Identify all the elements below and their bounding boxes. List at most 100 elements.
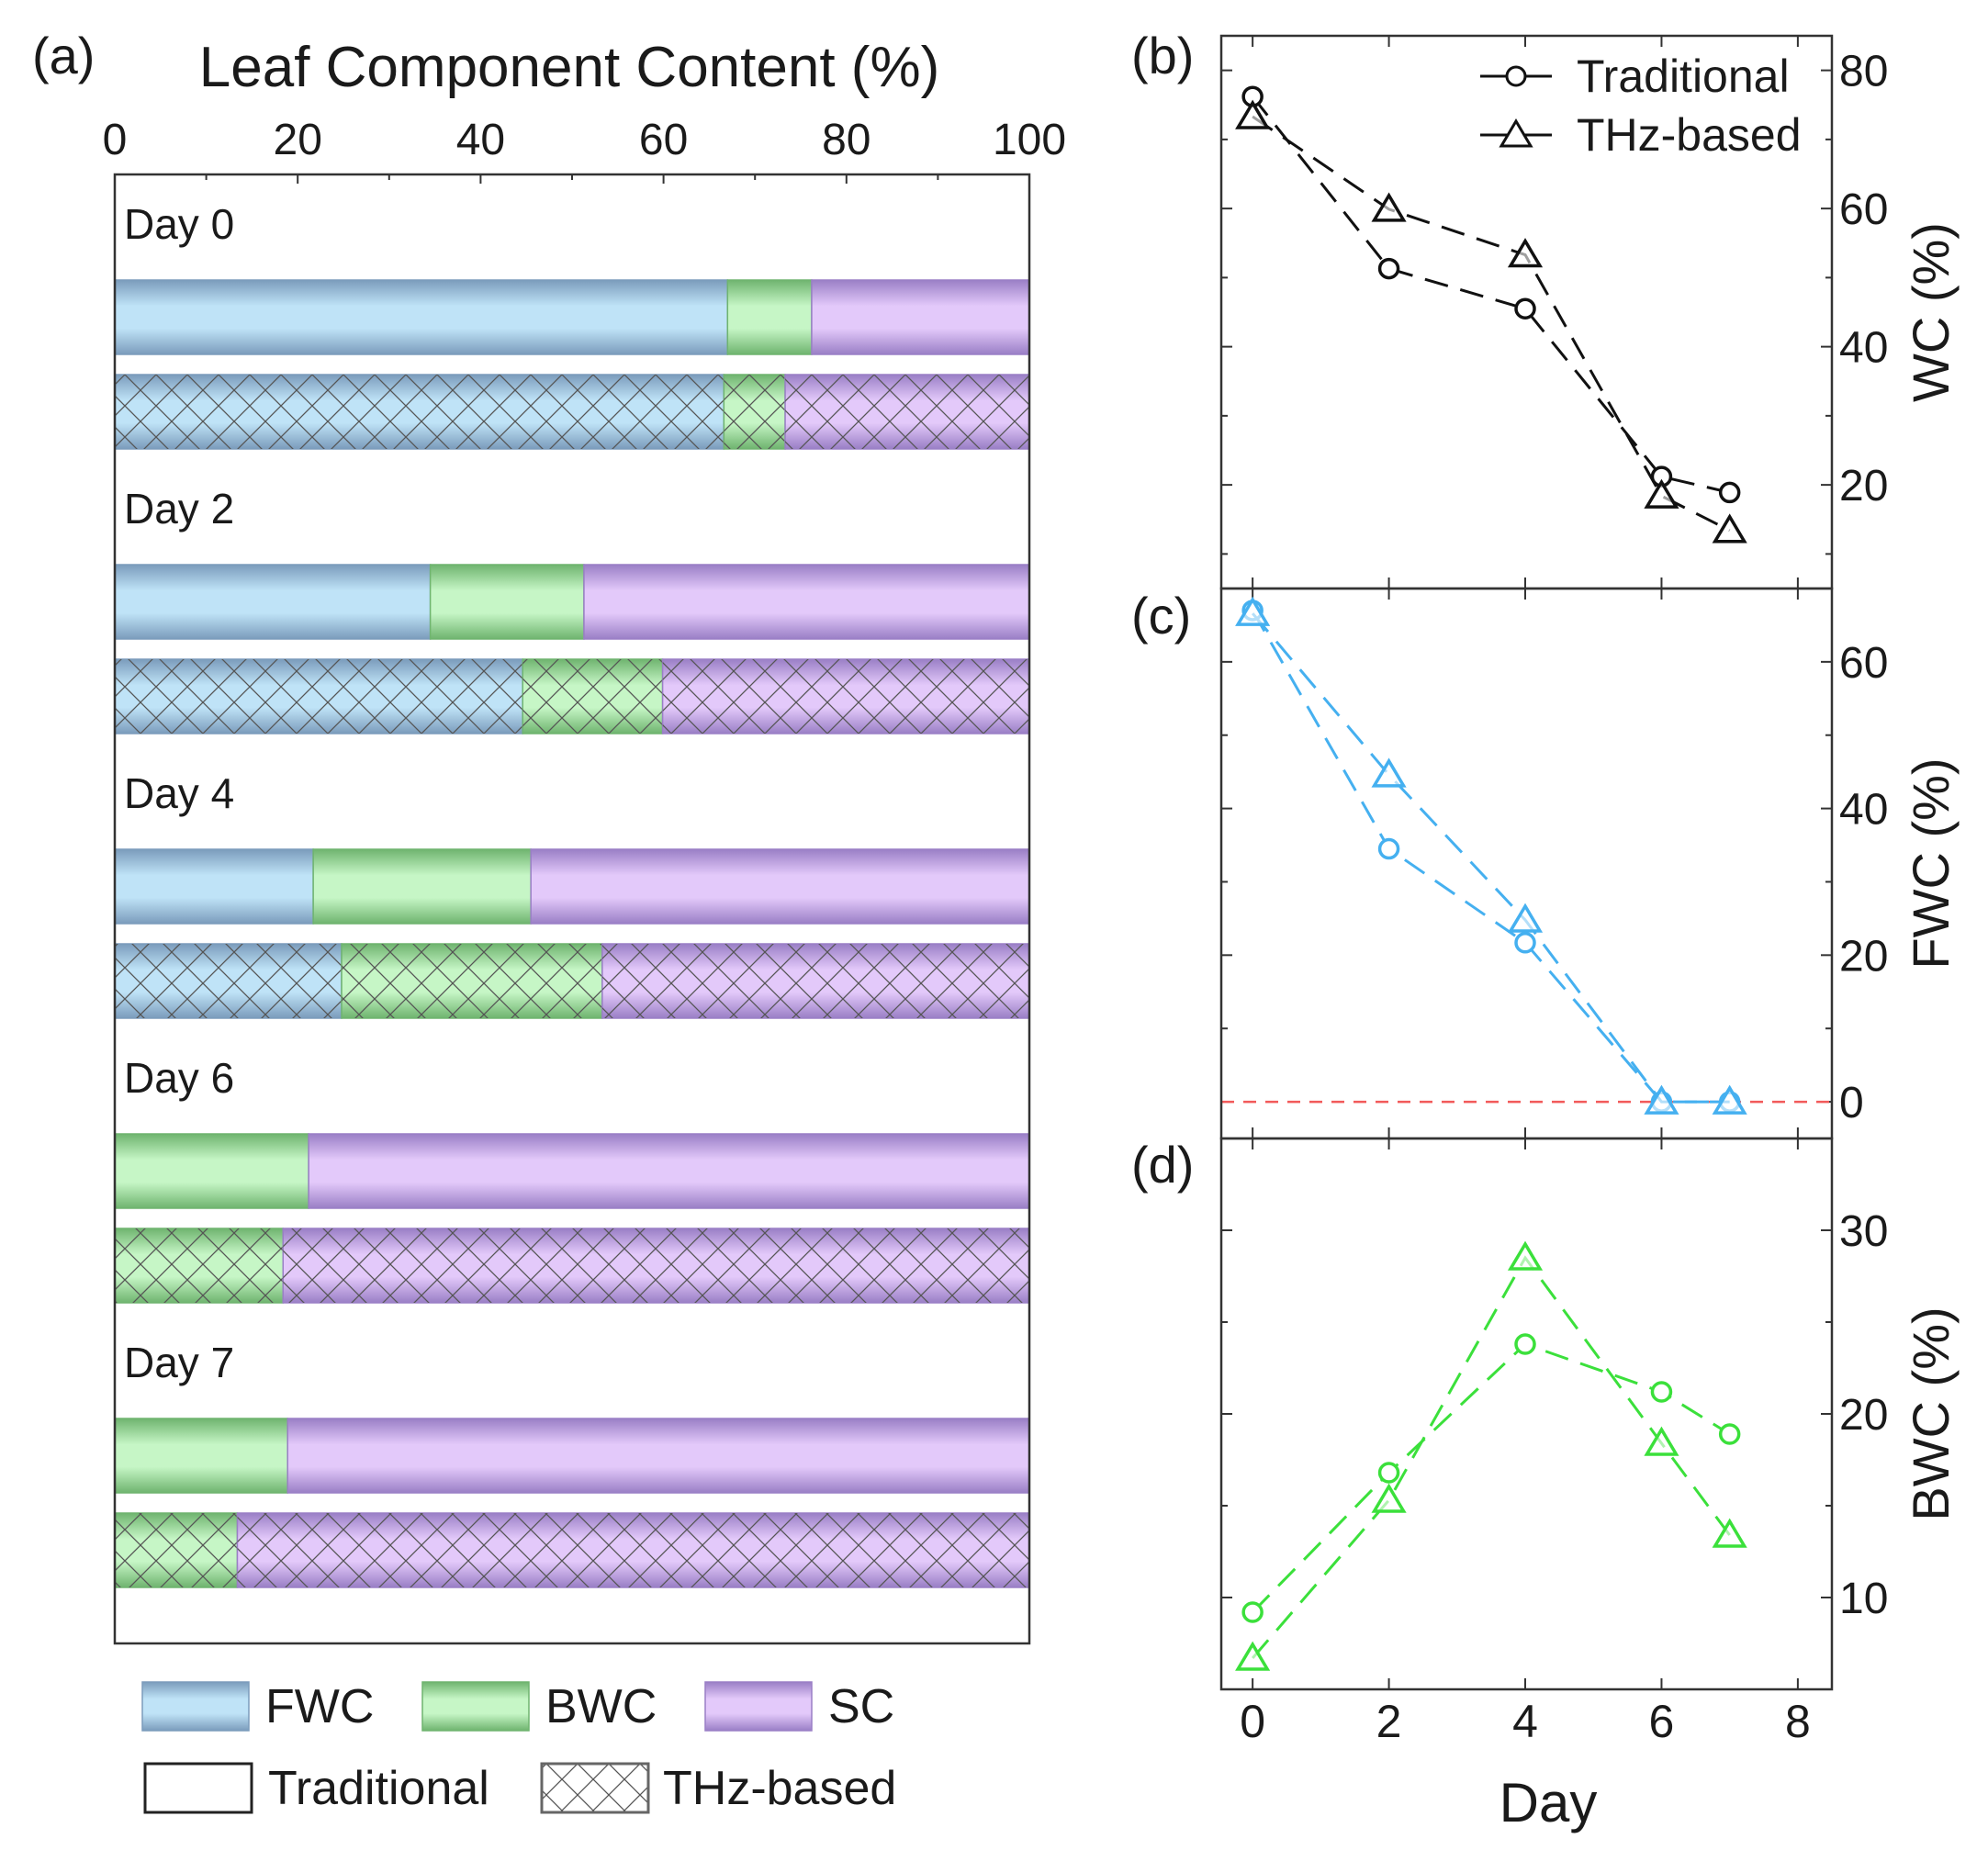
bar-bwc-traditional [726,279,813,355]
legend-a: FWC BWC SC Traditional THz-based [141,1680,896,1815]
panel-label: (b) [1131,27,1194,84]
day-label: Day 0 [124,200,234,248]
data-point-circle [1514,297,1536,320]
bar-fwc-traditional [114,279,729,355]
data-point-circle [1514,932,1536,954]
y-tick-label: 20 [1839,1391,1888,1440]
series-line-thz-based [1252,1255,1731,1659]
bar-bwc-traditional [312,848,532,925]
y-tick-label: 40 [1839,324,1888,373]
legend-label: SC [828,1680,894,1733]
x-tick-label: 0 [103,116,128,164]
data-point-triangle [1644,1426,1679,1456]
legend-swatch-traditional [143,1762,253,1814]
data-point-triangle [1507,1240,1544,1271]
legend-label: FWC [265,1680,374,1733]
bar-hatch-overlay [237,1513,1029,1587]
panel-a-stacked-bar-chart: (a) Leaf Component Content (%) 0 20 40 60 80 10… [32,27,1066,1815]
panel-c-fwc-line-chart: (c) 0 20 40 60 FWC (%) [1131,587,1960,1140]
data-point-triangle [1371,757,1407,788]
data-point-circle [1514,1333,1536,1355]
data-point-triangle [1235,596,1271,626]
y-axis-title: BWC (%) [1902,1306,1960,1520]
chart-title: Leaf Component Content (%) [199,36,939,99]
legend-marker-triangle [1499,118,1533,148]
x-tick-label: 2 [1376,1696,1402,1747]
data-point-triangle [1644,478,1679,509]
y-axis-title: FWC (%) [1902,757,1960,969]
legend-swatch-fwc [141,1681,250,1732]
legend-label: BWC [545,1680,657,1733]
panel-label: (d) [1131,1136,1194,1194]
bar-sc-traditional [530,848,1030,925]
legend-swatch-thz-based [540,1762,650,1814]
plot-frame [1219,1137,1834,1691]
legend-swatch-bwc [421,1681,530,1732]
legend-b: Traditional THz-based [1480,50,1802,161]
data-point-circle [1377,257,1400,280]
series-line-thz-based [1251,612,1730,1104]
legend-label: Traditional [1577,50,1790,102]
bar-fwc-traditional [114,848,314,925]
panel-label: (c) [1131,587,1191,645]
bar-hatch-overlay [522,659,663,734]
legend-swatch-sc [704,1681,813,1732]
x-tick-label: 100 [993,116,1066,164]
data-point-triangle [1371,1483,1407,1513]
legend-label: THz-based [1577,109,1802,161]
panel-label: (a) [32,27,95,84]
bar-fwc-traditional [114,564,432,640]
panel-b-wc-line-chart: (b) 20 40 60 80 WC (%) Traditional THz-based [1131,27,1960,590]
plot-frame [1219,587,1834,1140]
bar-hatch-overlay [342,944,602,1018]
y-tick-label: 60 [1839,639,1888,688]
day-label: Day 4 [124,769,234,817]
bar-bwc-traditional [114,1133,309,1209]
bar-sc-traditional [308,1133,1030,1209]
data-point-circle [1718,481,1741,504]
y-tick-label: 0 [1839,1079,1864,1127]
data-point-triangle [1371,192,1407,222]
bar-bwc-traditional [114,1418,288,1494]
bar-hatch-overlay [115,375,724,449]
bar-sc-traditional [583,564,1030,640]
data-point-circle [1377,837,1400,860]
bar-sc-traditional [811,279,1030,355]
data-point-triangle [1235,99,1271,129]
bar-hatch-overlay [662,659,1029,734]
x-tick-label: 20 [274,116,322,164]
data-point-triangle [1507,903,1544,933]
y-tick-label: 20 [1839,932,1888,981]
x-tick-label: 8 [1785,1696,1811,1747]
series-line-traditional [1251,610,1730,1104]
bar-hatch-overlay [115,944,343,1018]
bar-bwc-traditional [429,564,585,640]
y-axis-title: WC (%) [1902,222,1960,402]
y-tick-label: 10 [1839,1575,1888,1623]
panel-d-bwc-line-chart: (d) 10 20 30 BWC (%) 0 2 4 6 8 Day [1131,1136,1960,1833]
series-line-traditional [1251,95,1731,494]
bar-hatch-overlay [601,944,1029,1018]
data-point-triangle [1644,1084,1679,1115]
bar-hatch-overlay [115,659,523,734]
y-tick-label: 20 [1839,462,1888,510]
x-tick-label: 0 [1240,1696,1265,1747]
legend-label: THz-based [663,1762,896,1815]
bar-hatch-overlay [283,1228,1029,1303]
data-point-circle [1377,1462,1400,1484]
y-tick-label: 30 [1839,1207,1888,1256]
data-point-triangle [1712,513,1747,544]
x-axis-title: Day [1499,1772,1598,1833]
legend-marker-circle [1505,65,1527,87]
data-point-triangle [1712,1518,1747,1548]
day-label: Day 7 [124,1339,234,1386]
y-tick-label: 80 [1839,48,1888,96]
data-point-triangle [1507,238,1544,268]
data-point-circle [1241,1601,1264,1623]
day-label: Day 6 [124,1054,234,1102]
legend-label: Traditional [268,1762,489,1815]
data-point-triangle [1712,1084,1747,1115]
y-tick-label: 40 [1839,786,1888,835]
bar-hatch-overlay [115,1513,238,1587]
x-tick-label: 4 [1512,1696,1538,1747]
